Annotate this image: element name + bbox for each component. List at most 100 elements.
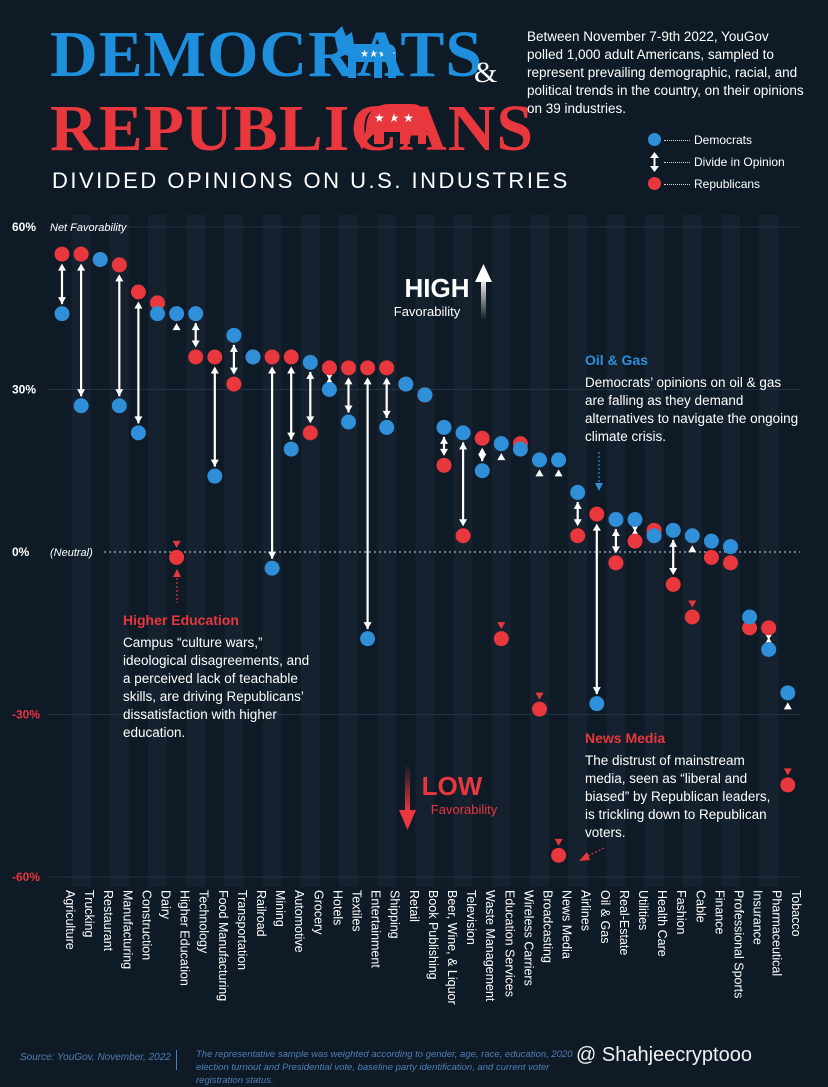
divide-arrow <box>783 702 792 776</box>
divide-arrow-head <box>363 377 372 385</box>
democrat-point <box>551 452 567 468</box>
divide-arrow-head <box>554 469 563 477</box>
column-stripe <box>147 215 168 887</box>
divide-arrow-head <box>191 323 200 331</box>
divide-arrow-head <box>115 274 124 282</box>
page-subtitle: DIVIDED OPINIONS ON U.S. INDUSTRIES <box>52 168 570 193</box>
y-tick-label: 30% <box>12 383 36 397</box>
high-label: HIGH <box>405 273 470 303</box>
republican-point <box>226 376 242 392</box>
news-pointer-head-icon <box>579 852 590 861</box>
x-tick-label: Beer, Wine, & Liquor <box>445 890 459 1005</box>
x-tick-label: Agriculture <box>63 890 77 950</box>
news-annotation-body: The distrust of mainstream media, seen a… <box>585 753 771 840</box>
divide-arrow-head <box>344 377 353 385</box>
column-stripe <box>453 215 473 887</box>
divide-arrow-head <box>669 568 678 575</box>
x-tick-label: Entertainment <box>369 890 383 968</box>
republican-point <box>703 549 719 565</box>
legend-label-republicans: Republicans <box>694 177 761 191</box>
divide-arrow <box>268 366 277 559</box>
low-label: LOW <box>422 771 483 801</box>
democrat-point <box>169 306 185 322</box>
republican-point <box>321 360 337 376</box>
divide-arrow-head <box>58 297 66 305</box>
democrat-point <box>532 452 547 468</box>
column-stripe <box>568 215 588 887</box>
democrat-point <box>512 441 528 457</box>
x-tick-label: Mining <box>273 890 287 927</box>
democrat-point <box>589 696 605 712</box>
x-tick-label: Automotive <box>292 890 306 953</box>
divide-arrow-head <box>573 501 582 509</box>
higher-ed-annotation-body: Campus “culture wars,” ideological disag… <box>123 635 310 740</box>
x-tick-label: News Media <box>560 890 574 959</box>
republican-point <box>150 295 165 311</box>
democrat-point <box>341 414 356 430</box>
divide-arrow <box>306 371 315 424</box>
democrat-point <box>493 436 509 452</box>
x-tick-label: Professional Sports <box>732 890 746 998</box>
divide-arrow-head <box>478 447 487 455</box>
democrat-point <box>379 419 395 435</box>
divide-arrow-head <box>268 366 277 374</box>
republican-point <box>742 620 758 636</box>
x-tick-label: Fashion <box>674 890 688 935</box>
oil-pointer-head-icon <box>595 483 603 491</box>
svg-text:★ ★ ★: ★ ★ ★ <box>374 111 414 125</box>
y-axis-label: Net Favorability <box>50 222 128 234</box>
x-tick-label: Tobacco <box>789 890 803 937</box>
democrat-point <box>780 685 796 701</box>
x-tick-label: Higher Education <box>178 890 192 986</box>
x-tick-label: Education Services <box>502 890 516 997</box>
y-tick-label: 0% <box>12 545 30 559</box>
donkey-icon: ★★★★ <box>334 26 396 78</box>
democrat-point <box>723 539 738 555</box>
republican-point <box>665 577 681 592</box>
x-tick-label: Shipping <box>388 890 402 939</box>
low-sub-label: Favorability <box>431 802 498 817</box>
democrat-point <box>742 609 758 625</box>
x-tick-label: Television <box>464 890 478 945</box>
column-stripe <box>338 215 359 887</box>
republican-point <box>111 257 127 273</box>
divide-arrow <box>58 263 66 305</box>
divide-arrow <box>77 263 86 397</box>
divide-arrow-head <box>592 523 601 531</box>
divide-arrow-head <box>440 436 448 444</box>
svg-text:★★★★: ★★★★ <box>360 49 396 60</box>
legend-dash <box>664 162 690 163</box>
title-democrats: DEMOCRATS <box>50 18 484 91</box>
column-stripe <box>186 215 206 887</box>
column-stripe <box>71 215 91 887</box>
republican-point <box>723 555 738 571</box>
democrat-point <box>646 528 662 544</box>
x-tick-label: Real-Estate <box>617 890 631 955</box>
x-tick-label: Hotels <box>330 890 344 925</box>
democrat-point <box>474 463 490 479</box>
republican-point <box>341 360 356 376</box>
democrat-point <box>54 306 70 322</box>
divide-arrow-head <box>344 405 353 413</box>
divide-arrow <box>440 436 448 456</box>
republicans-dot-icon <box>648 177 661 190</box>
x-tick-label: Book Publishing <box>426 890 440 980</box>
divide-arrow-head <box>497 622 506 630</box>
divide-arrow-head <box>363 622 372 630</box>
y-tick-label: 60% <box>12 220 36 234</box>
divide-arrow-head <box>459 442 468 450</box>
democrat-point <box>150 306 165 322</box>
divide-arrow <box>478 447 487 462</box>
divide-arrow-head <box>478 454 487 462</box>
republican-point <box>761 620 777 636</box>
legend-label-democrats: Democrats <box>694 133 753 147</box>
divide-arrow <box>688 545 697 608</box>
divide-arrow-head <box>287 366 296 374</box>
divide-arrow-head <box>268 551 277 559</box>
higher-ed-pointer-head-icon <box>173 569 181 577</box>
title-republicans: REPUBLICANS <box>50 92 535 165</box>
x-tick-label: Health Care <box>655 890 669 957</box>
x-tick-label: Food Manufacturing <box>216 890 230 1001</box>
divide-arrow <box>363 377 372 630</box>
divide-arrow-head <box>306 416 315 424</box>
